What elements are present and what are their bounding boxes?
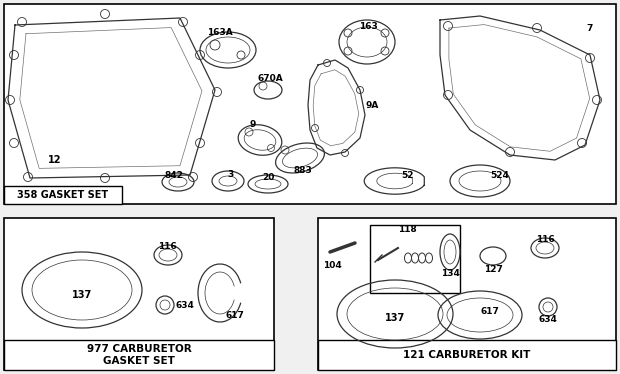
Text: 121 CARBURETOR KIT: 121 CARBURETOR KIT [404, 350, 531, 360]
Text: 163: 163 [358, 21, 378, 31]
Text: 842: 842 [164, 171, 184, 180]
Text: 977 CARBURETOR
GASKET SET: 977 CARBURETOR GASKET SET [87, 344, 192, 366]
Text: 116: 116 [157, 242, 176, 251]
Text: 524: 524 [490, 171, 510, 180]
Bar [4, 340, 274, 370]
Text: 116: 116 [536, 234, 554, 243]
Text: 617: 617 [226, 310, 244, 319]
Text: 137: 137 [385, 313, 405, 323]
Bar [318, 340, 616, 370]
Text: 52: 52 [402, 171, 414, 180]
Text: 358 GASKET SET: 358 GASKET SET [17, 190, 108, 200]
Text: 7: 7 [587, 24, 593, 33]
Bar [318, 218, 616, 370]
Text: 3: 3 [227, 169, 233, 178]
Text: 118: 118 [397, 224, 417, 233]
Text: 883: 883 [294, 166, 312, 175]
Bar [4, 218, 274, 370]
Text: 127: 127 [484, 266, 502, 275]
Text: 137: 137 [72, 290, 92, 300]
Text: 634: 634 [539, 316, 557, 325]
Text: 104: 104 [322, 261, 342, 270]
Text: 670A: 670A [257, 74, 283, 83]
Text: 617: 617 [480, 307, 500, 316]
Text: 9A: 9A [365, 101, 379, 110]
Text: 134: 134 [441, 270, 459, 279]
Polygon shape [365, 168, 424, 194]
Text: 12: 12 [48, 155, 62, 165]
Text: 20: 20 [262, 172, 274, 181]
Text: 9: 9 [250, 120, 256, 129]
Text: 163A: 163A [207, 28, 233, 37]
Text: 634: 634 [175, 300, 194, 310]
Bar [4, 4, 616, 204]
Bar [370, 225, 460, 293]
Bar [4, 186, 122, 204]
